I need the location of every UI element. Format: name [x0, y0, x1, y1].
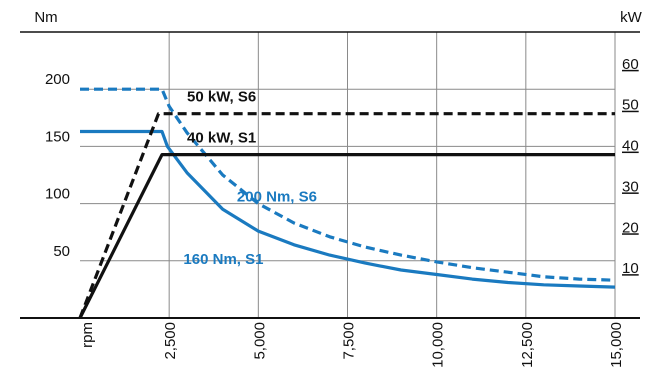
series-annotation: 40 kW, S1: [187, 129, 256, 146]
x-tick-label: 12,500: [519, 322, 536, 368]
y-right-tick-label: 20: [622, 219, 639, 236]
y-right-tick-label: 10: [622, 260, 639, 277]
series-annotation: 160 Nm, S1: [183, 251, 263, 268]
series-line: [78, 153, 615, 319]
y-left-axis-label: Nm: [34, 9, 57, 26]
y-right-tick-label: 30: [622, 178, 639, 195]
x-tick-label: 15,000: [608, 322, 625, 368]
x-tick-label: 10,000: [430, 322, 447, 368]
x-tick-label: 2,500: [162, 322, 179, 360]
y-left-tick-label: 150: [45, 128, 70, 145]
y-right-axis-label: kW: [620, 9, 643, 26]
y-left-tick-label: 50: [53, 243, 70, 260]
y-right-tick-label: 40: [622, 138, 639, 155]
x-tick-label: 7,500: [341, 322, 358, 360]
x-tick-label: 5,000: [251, 322, 268, 360]
series-line: [80, 87, 616, 282]
series-group: [78, 87, 616, 319]
axes: [20, 31, 640, 319]
series-annotation: 200 Nm, S6: [237, 188, 317, 205]
y-left-tick-label: 200: [45, 71, 70, 88]
labels: Nm kW rpm 50 100 150 200 10 20 30 40 50 60 2,500 5,…: [34, 9, 642, 368]
y-right-tick-label: 60: [622, 56, 639, 73]
y-left-tick-label: 100: [45, 186, 70, 203]
series-line: [78, 112, 615, 319]
y-right-tick-label: 50: [622, 97, 639, 114]
x-axis-label: rpm: [79, 322, 96, 348]
series-line: [80, 129, 616, 289]
series-annotation: 50 kW, S6: [187, 88, 256, 105]
